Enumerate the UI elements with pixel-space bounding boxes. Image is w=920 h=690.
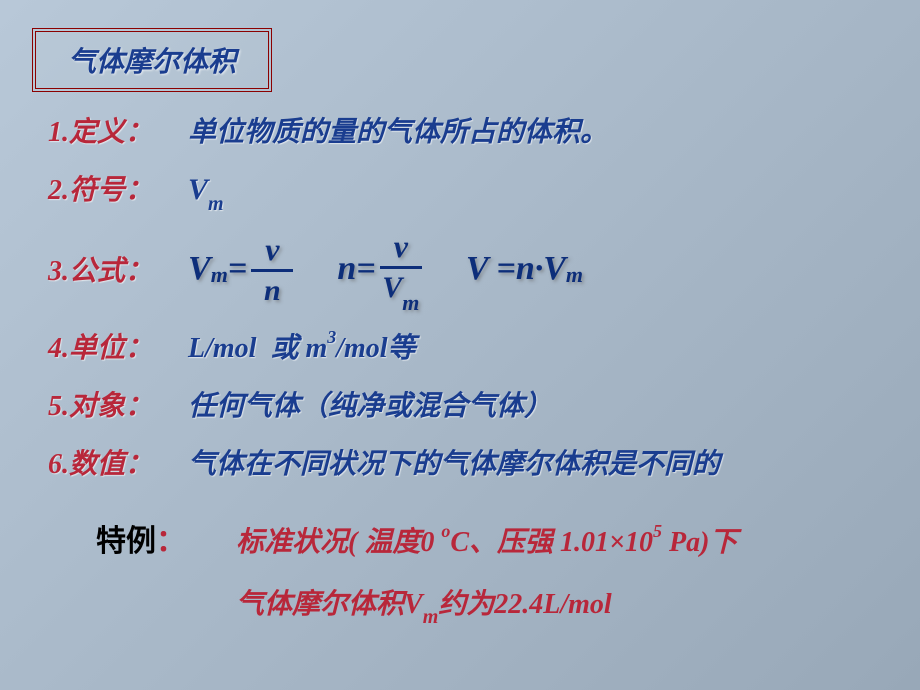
f1-den: n [264, 272, 281, 306]
f2-eq: = [356, 250, 375, 288]
value-2: Vm [188, 173, 224, 212]
value-6: 气体在不同状况下的气体摩尔体积是不同的 [188, 442, 720, 482]
row-value: 6.数值： 气体在不同状况下的气体摩尔体积是不同的 [48, 442, 880, 482]
formula-group: Vm = v n n = v Vm V =n·Vm [188, 230, 583, 308]
f1-sub: m [211, 262, 228, 288]
value-4: L/mol 或 m3/mol等 [188, 326, 416, 366]
title-text: 气体摩尔体积 [68, 40, 236, 80]
formula-1: Vm = v n [188, 233, 297, 306]
special-text: 标准状况( 温度0 oC、压强 1.01×105 Pa)下 气体摩尔体积Vm约为… [236, 512, 737, 635]
label-2: 2.符号： [48, 168, 188, 208]
formula-3: V =n·Vm [466, 250, 583, 288]
f2-den: Vm [382, 269, 419, 308]
f1-frac: v n [251, 233, 293, 306]
row-unit: 4.单位： L/mol 或 m3/mol等 [48, 326, 880, 366]
label-4: 4.单位： [48, 326, 188, 366]
row-definition: 1.定义： 单位物质的量的气体所占的体积。 [48, 110, 880, 150]
f3-text: V =n·V [466, 250, 566, 288]
label-1: 1.定义： [48, 110, 188, 150]
row-object: 5.对象： 任何气体（纯净或混合气体） [48, 384, 880, 424]
f2-num: v [380, 230, 422, 269]
f2-frac: v Vm [380, 230, 422, 308]
title-box: 气体摩尔体积 [32, 28, 272, 92]
row-formula: 3.公式： Vm = v n n = v Vm V =n·Vm [48, 230, 880, 308]
content-area: 1.定义： 单位物质的量的气体所占的体积。 2.符号： Vm 3.公式： Vm … [48, 110, 880, 635]
f2-lhs: n [337, 250, 356, 288]
value-1: 单位物质的量的气体所占的体积。 [188, 110, 608, 150]
formula-2: n = v Vm [337, 230, 426, 308]
value-5: 任何气体（纯净或混合气体） [188, 384, 552, 424]
label-6: 6.数值： [48, 442, 188, 482]
f3-sub: m [566, 262, 583, 288]
label-5: 5.对象： [48, 384, 188, 424]
special-label: 特例： [96, 516, 236, 560]
f1-lhs: V [188, 250, 211, 288]
f1-eq: = [228, 250, 247, 288]
special-row: 特例： 标准状况( 温度0 oC、压强 1.01×105 Pa)下 气体摩尔体积… [48, 512, 880, 635]
label-3: 3.公式： [48, 249, 188, 289]
row-symbol: 2.符号： Vm [48, 168, 880, 212]
f1-num: v [251, 233, 293, 272]
